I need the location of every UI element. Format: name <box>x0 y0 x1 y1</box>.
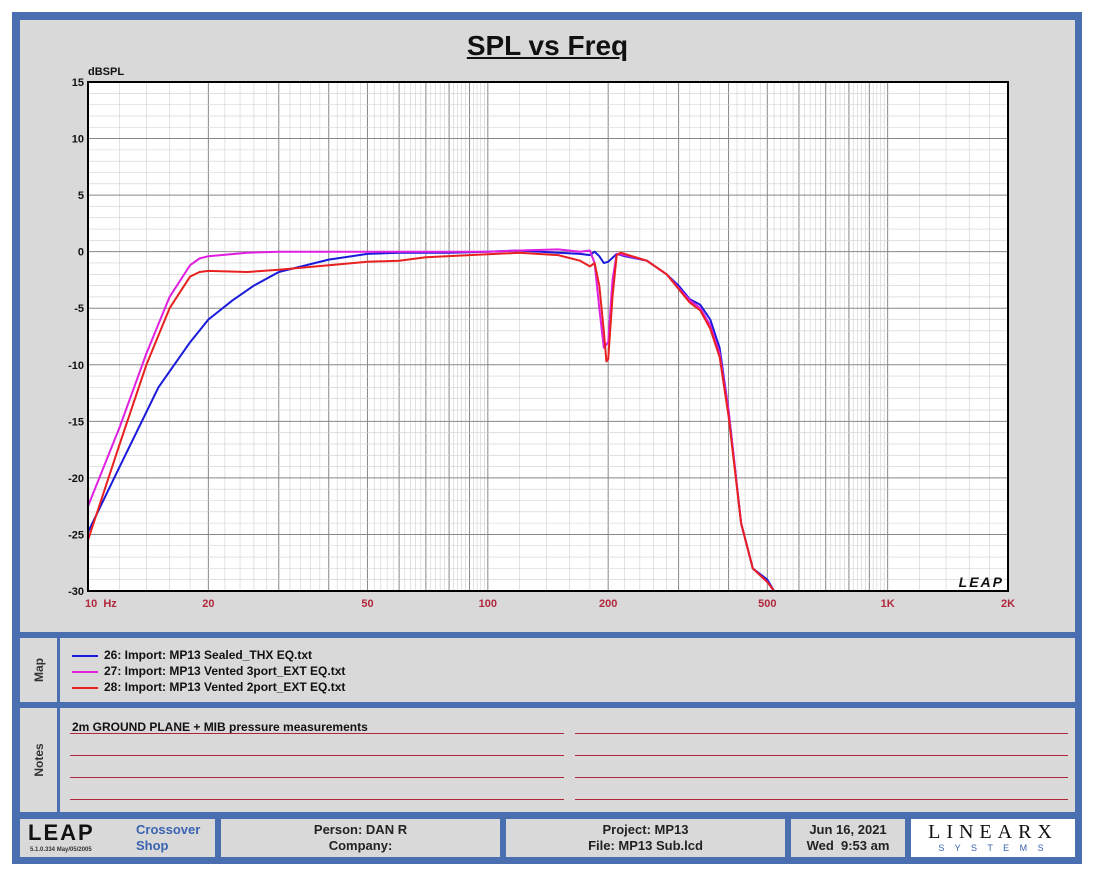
systems-text: S Y S T E M S <box>938 843 1048 853</box>
note-line <box>575 777 1068 778</box>
y-tick-label: -5 <box>74 303 84 315</box>
x-tick-label: 10 Hz <box>85 598 117 610</box>
person-text: Person: DAN R <box>313 822 408 837</box>
note-line <box>575 799 1068 800</box>
y-tick-label: 15 <box>72 77 84 89</box>
y-tick-label: 0 <box>78 247 84 259</box>
time-text: Wed 9:53 am <box>806 838 890 853</box>
map-label: Map <box>31 658 46 682</box>
note-line <box>70 799 564 800</box>
x-axis: 10 Hz 20 50 100 200 500 1K 2K <box>85 598 1015 610</box>
legend-item-28: 28: Import: MP13 Vented 2port_EXT EQ.txt <box>72 680 345 694</box>
plot-border <box>87 81 1009 592</box>
legend-item-27: 27: Import: MP13 Vented 3port_EXT EQ.txt <box>72 664 345 678</box>
file-text: File: MP13 Sub.lcd <box>588 838 703 853</box>
x-tick-label: 20 <box>202 598 214 610</box>
footer-person-box: Person: DAN R Company: <box>221 819 500 857</box>
footer-date-box: Jun 16, 2021 Wed 9:53 am <box>791 819 905 857</box>
y-tick-label: 10 <box>72 134 84 146</box>
chart-title: SPL vs Freq <box>466 30 629 61</box>
notes-panel: Notes <box>20 708 1075 812</box>
product-name-line1: Crossover <box>136 822 201 837</box>
y-tick-label: -15 <box>68 416 84 428</box>
grid <box>88 81 1008 592</box>
y-tick-label: -25 <box>68 529 84 541</box>
legend-text-27: 27: Import: MP13 Vented 3port_EXT EQ.txt <box>104 664 346 678</box>
x-tick-label: 500 <box>758 598 776 610</box>
x-tick-label: 50 <box>361 598 373 610</box>
x-tick-label: 1K <box>881 598 895 610</box>
x-tick-label: 100 <box>479 598 497 610</box>
notes-text: 2m GROUND PLANE + MIB pressure measureme… <box>72 720 368 734</box>
y-tick-label: -30 <box>68 586 84 598</box>
notes-label-box: Notes <box>20 708 60 812</box>
y-tick-label: 5 <box>78 190 84 202</box>
legend-swatch-28 <box>72 686 98 689</box>
legend-swatch-27 <box>72 670 98 673</box>
company-text: Company: <box>328 838 393 853</box>
product-name-line2: Shop <box>136 838 169 853</box>
version-text: 5.1.0.334 May/05/2005 <box>30 847 92 853</box>
footer-project-box: Project: MP13 File: MP13 Sub.lcd <box>506 819 785 857</box>
series-lines <box>87 248 1008 592</box>
date-text: Jun 16, 2021 <box>809 822 887 837</box>
leap-logo: LEAP <box>28 820 95 845</box>
y-axis: 15 10 5 0 -5 -10 -15 -20 -25 -30 <box>68 77 84 598</box>
legend-text-26: 26: Import: MP13 Sealed_THX EQ.txt <box>104 648 313 662</box>
legend-swatch-26 <box>72 654 98 657</box>
map-label-box: Map <box>20 638 60 702</box>
series-line-28 <box>87 251 1008 592</box>
y-tick-label: -20 <box>68 473 84 485</box>
legend-text-28: 28: Import: MP13 Vented 2port_EXT EQ.txt <box>104 680 346 694</box>
note-line <box>70 755 564 756</box>
x-tick-label: 2K <box>1001 598 1015 610</box>
note-line <box>70 733 564 734</box>
legend-item-26: 26: Import: MP13 Sealed_THX EQ.txt <box>72 648 312 662</box>
linearx-logo: LINEARX <box>928 821 1058 843</box>
note-line <box>575 755 1068 756</box>
note-line <box>70 777 564 778</box>
y-tick-label: -10 <box>68 360 84 372</box>
project-text: Project: MP13 <box>602 822 689 837</box>
note-line <box>575 733 1068 734</box>
footer-logo-box: LEAP 5.1.0.334 May/05/2005 Crossover Sho… <box>20 819 215 857</box>
map-panel: Map <box>20 638 1075 702</box>
footer-brand-box: LINEARX S Y S T E M S <box>911 819 1075 857</box>
x-tick-label: 200 <box>599 598 617 610</box>
plot-area <box>88 82 1008 591</box>
leap-watermark: LEAP <box>959 574 1004 590</box>
notes-label: Notes <box>31 743 46 777</box>
y-axis-label: dBSPL <box>88 66 124 78</box>
